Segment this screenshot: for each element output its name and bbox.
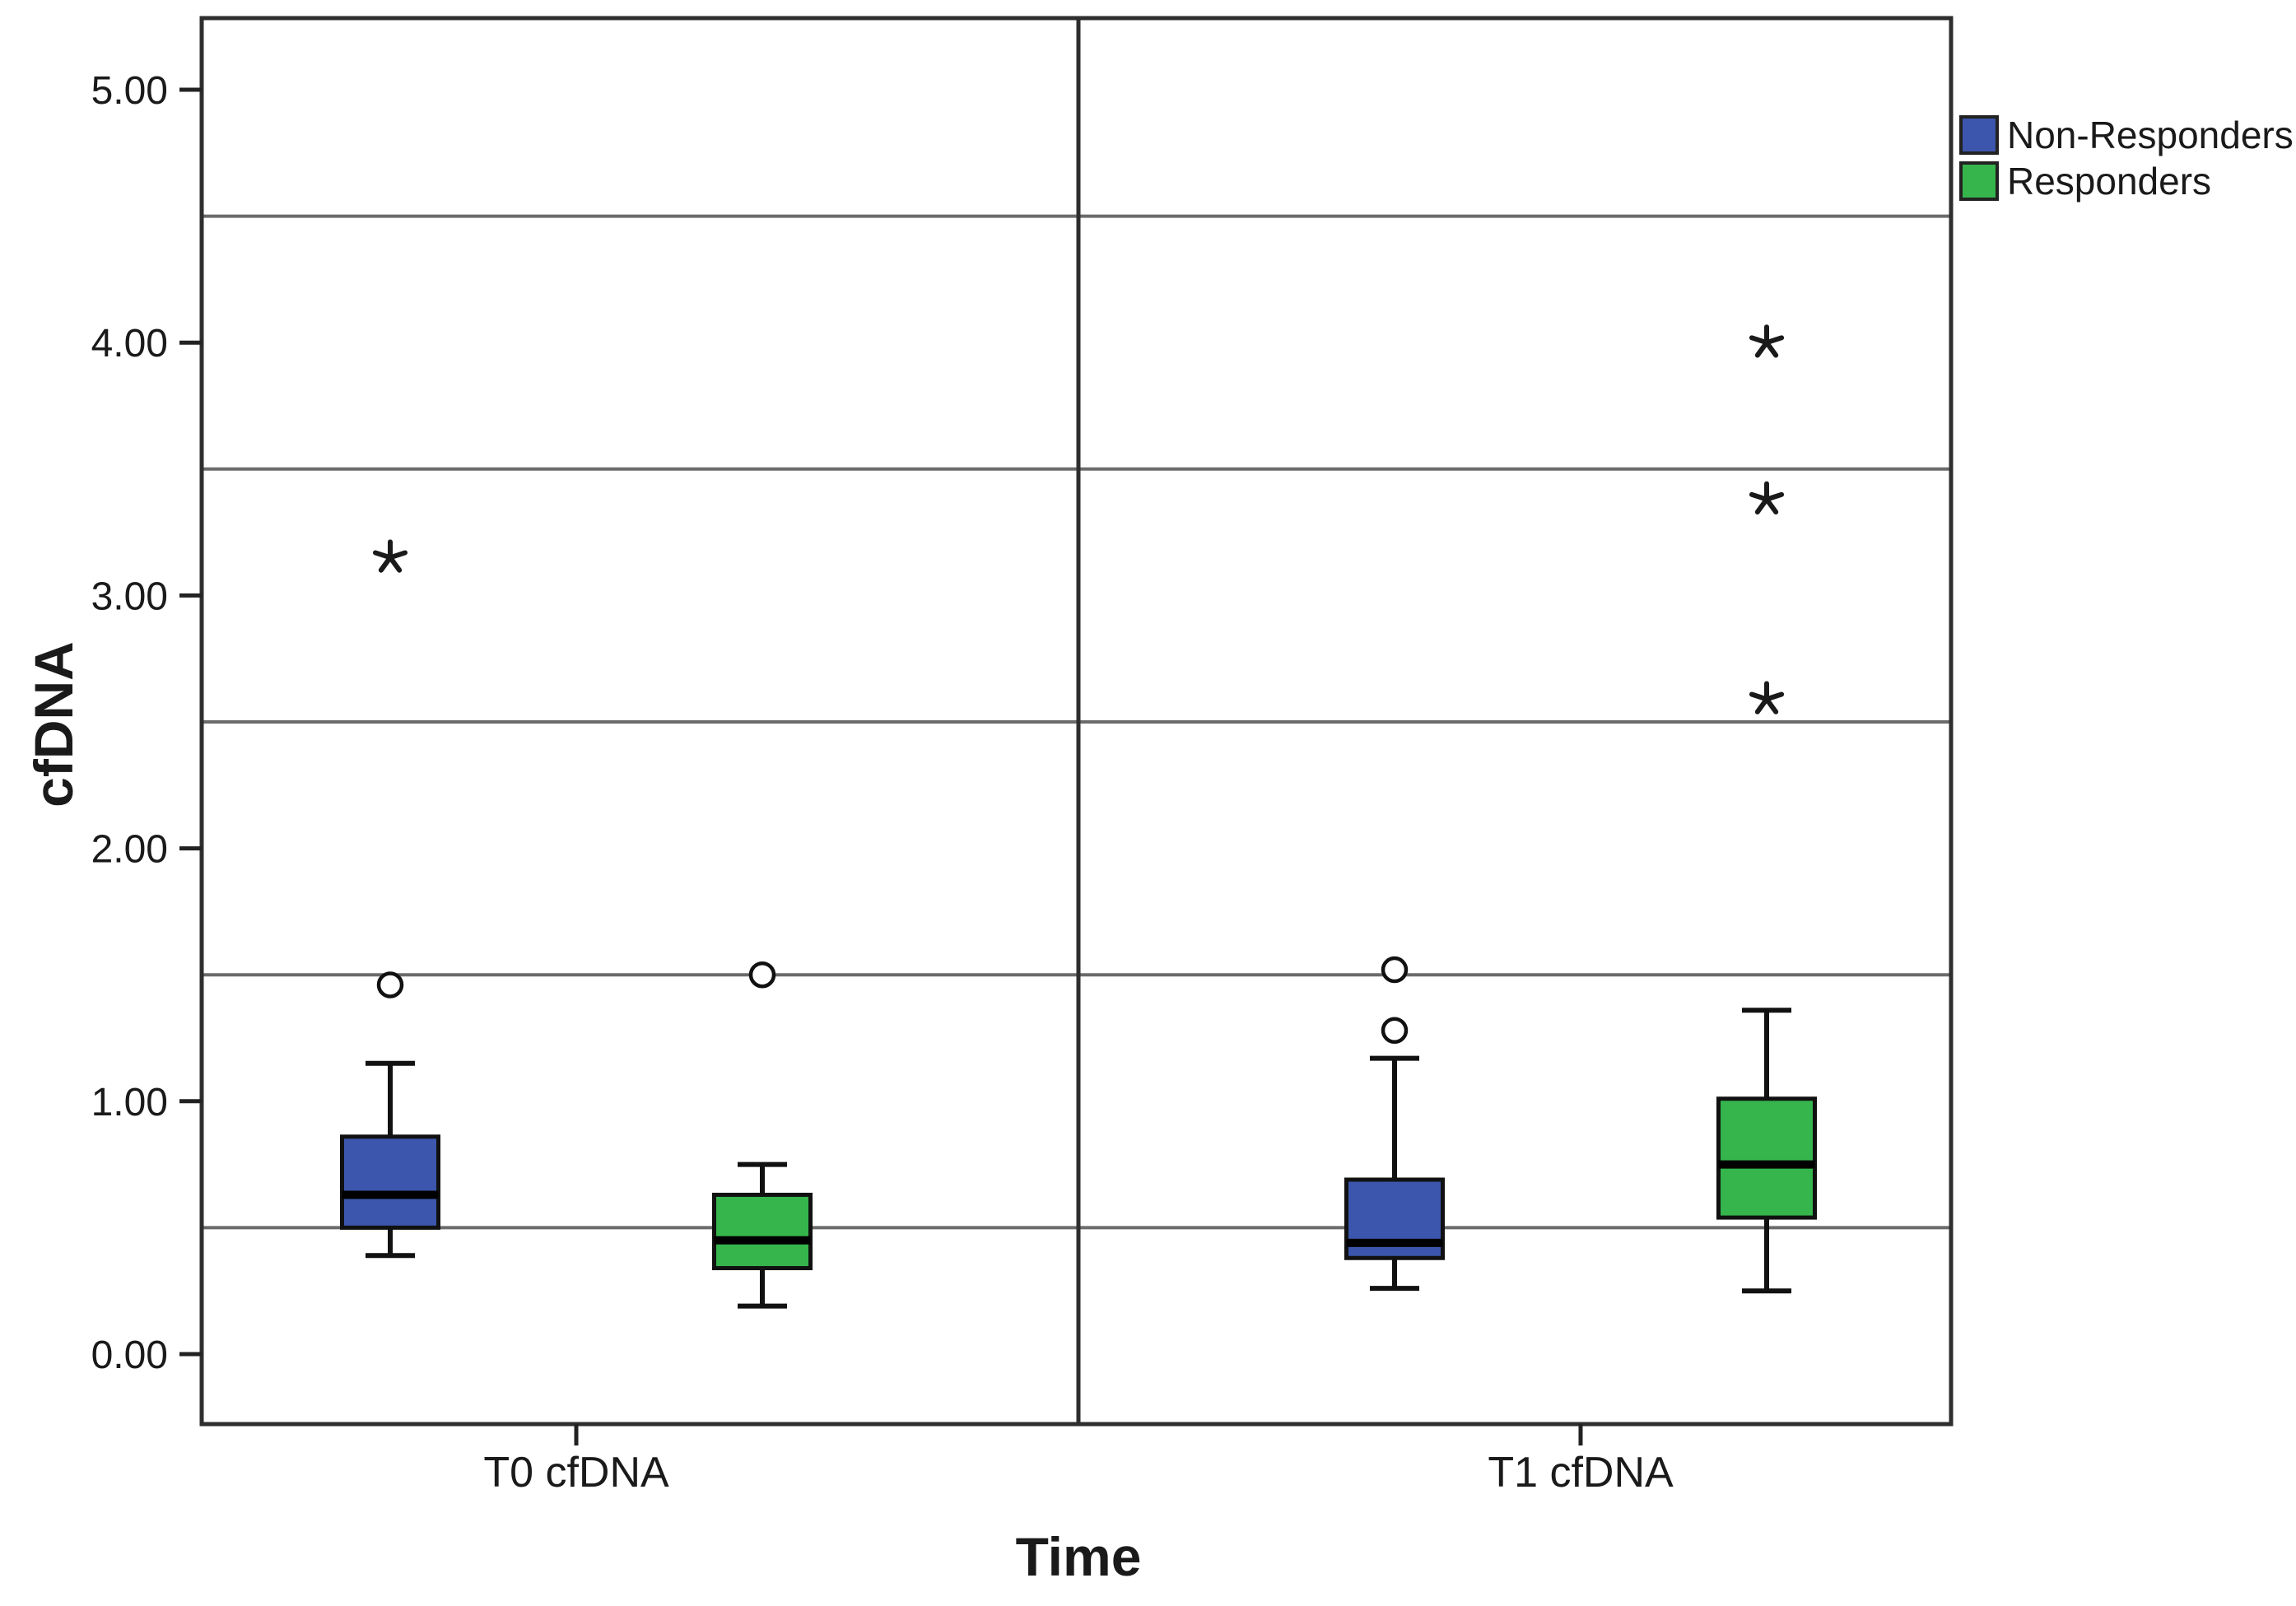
asterisk-spoke	[372, 550, 393, 561]
outlier-circle-icon	[376, 971, 404, 999]
asterisk-spoke	[378, 555, 393, 573]
y-tick-label: 2.00	[91, 828, 168, 872]
y-tick-label: 4.00	[91, 322, 168, 365]
asterisk-spoke	[1764, 691, 1785, 702]
asterisk-spoke	[1764, 496, 1779, 515]
legend: Non-Responders Responders	[1959, 114, 2294, 202]
plot-frame	[199, 16, 1954, 1427]
outlier-circle-icon	[1381, 956, 1409, 984]
legend-swatch-responders-icon	[1959, 161, 1999, 201]
asterisk-spoke	[1764, 335, 1785, 346]
y-tick-label: 1.00	[91, 1081, 168, 1124]
boxplot-responders-t0	[712, 1161, 813, 1309]
asterisk-spoke	[1754, 340, 1769, 358]
boxplot-non-responders-t1	[1344, 1055, 1445, 1292]
asterisk-spoke	[1749, 491, 1769, 502]
legend-label-responders: Responders	[2007, 160, 2211, 202]
asterisk-spoke	[1754, 696, 1769, 715]
asterisk-spoke	[1764, 696, 1779, 715]
x-category-label: T0 cfDNA	[483, 1449, 669, 1497]
legend-swatch-non-responders-icon	[1959, 115, 1999, 155]
x-axis: T0 cfDNA T1 cfDNA	[483, 1424, 1674, 1497]
asterisk-spoke	[1764, 340, 1779, 358]
asterisk-spoke	[388, 550, 408, 561]
y-axis-title: cfDNA	[23, 641, 84, 808]
asterisk-spoke	[1749, 691, 1769, 702]
asterisk-spoke	[1754, 496, 1769, 515]
x-category-label: T1 cfDNA	[1488, 1449, 1674, 1497]
iqr-box	[1716, 1096, 1817, 1220]
boxplots	[340, 1008, 1817, 1309]
extreme-asterisk-icon	[1749, 481, 1785, 515]
outlier-circle-icon	[748, 961, 776, 989]
y-axis: 0.00 1.00 2.00 3.00 4.00 5.00	[91, 69, 202, 1377]
asterisk-spoke	[1749, 335, 1769, 346]
y-tick-label: 3.00	[91, 575, 168, 618]
extreme-asterisk-icon	[372, 539, 408, 573]
extreme-asterisk-icon	[1749, 681, 1785, 715]
y-tick-label: 5.00	[91, 69, 168, 113]
legend-label-non-responders: Non-Responders	[2007, 114, 2294, 156]
extreme-asterisk-icon	[1749, 324, 1785, 358]
y-tick-label: 0.00	[91, 1334, 168, 1377]
iqr-box	[712, 1192, 813, 1271]
x-axis-title: Time	[1016, 1526, 1142, 1587]
iqr-box	[340, 1134, 440, 1230]
outlier-markers	[372, 324, 1785, 1045]
asterisk-spoke	[388, 555, 403, 573]
boxplot-non-responders-t0	[340, 1060, 440, 1259]
asterisk-spoke	[1764, 491, 1785, 502]
boxplot-responders-t1	[1716, 1008, 1817, 1294]
outlier-circle-icon	[1381, 1017, 1409, 1045]
